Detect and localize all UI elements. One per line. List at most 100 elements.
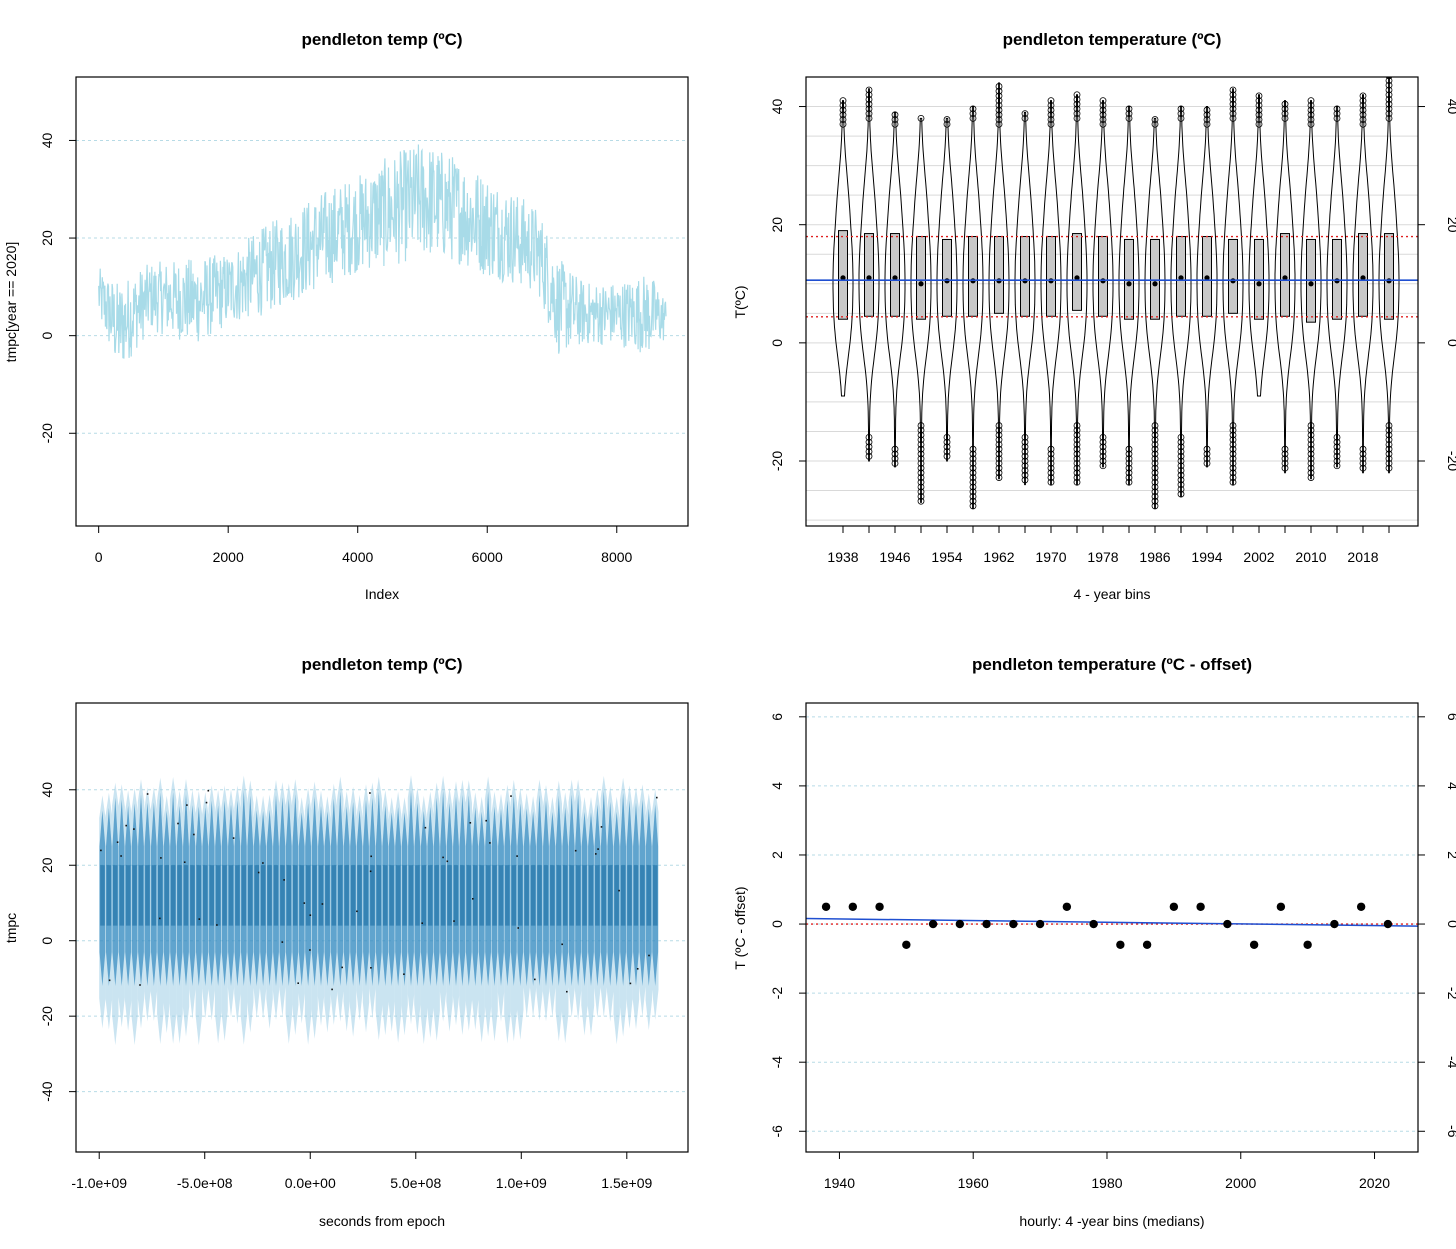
p2-outlier	[1177, 476, 1185, 484]
p2-outlier	[995, 441, 1003, 448]
p3-cycle-core	[208, 800, 215, 986]
p3-cycle-core	[530, 811, 536, 986]
p4-ytick-right-label: 4	[1445, 782, 1456, 790]
p2-outlier	[1255, 97, 1263, 105]
p2-outlier	[969, 464, 977, 472]
p3-cycle-core	[305, 803, 311, 986]
p3-cycle-dense	[338, 865, 343, 926]
p3-cycle-dense	[260, 865, 266, 926]
p2-outlier	[1333, 105, 1341, 113]
p3-cycle-dense	[440, 865, 446, 926]
p2-outlier	[865, 105, 873, 113]
p2-outlier	[1229, 422, 1237, 429]
p2-outlier	[1333, 433, 1341, 441]
p3-cycle-dense	[312, 865, 317, 926]
p1-xlabel: Index	[365, 586, 399, 602]
p3-cycle-core	[485, 791, 491, 986]
p2-outlier	[1203, 459, 1211, 467]
p3-cycle-core	[555, 795, 562, 986]
p2-outlier	[1021, 452, 1029, 460]
p3-cycle-dense	[402, 865, 407, 926]
p2-outlier	[1385, 441, 1393, 448]
p3-cycle-core	[350, 801, 356, 986]
p3-cycle-dense	[196, 865, 202, 926]
p2-outlier	[1021, 462, 1029, 470]
p2-outlier	[1229, 100, 1237, 108]
p3-cycle-dense	[151, 865, 157, 926]
p3-cycle-core	[151, 802, 157, 986]
p4-ytick-label: -2	[769, 987, 785, 1000]
p3-xlabel: seconds from epoch	[319, 1213, 445, 1229]
p3-point	[205, 801, 208, 804]
p2-outlier	[1151, 478, 1159, 486]
p3-cycle-core	[414, 802, 421, 986]
p2-violin	[1222, 88, 1244, 486]
p2-outlier	[1281, 105, 1289, 113]
p2-box	[1150, 238, 1160, 320]
p2-violin	[936, 117, 958, 462]
p2-outlier	[917, 436, 925, 444]
p2-outlier	[891, 116, 899, 123]
p2-outlier	[1125, 474, 1133, 481]
p3-point	[370, 855, 372, 858]
p2-outlier	[1047, 97, 1055, 105]
p3-point	[108, 979, 111, 982]
p3-cycle-core	[600, 791, 607, 986]
p2-violin	[1352, 94, 1374, 474]
p2-box	[1358, 233, 1368, 317]
p3-cycle-core	[118, 799, 125, 986]
p2-box	[1072, 233, 1082, 311]
p4-median-point	[875, 902, 884, 911]
p4-median-point	[928, 919, 938, 929]
p3-cycle-dense	[293, 865, 298, 926]
p3-xtick-label: -5.0e+08	[177, 1175, 233, 1191]
p4-median-point	[1035, 919, 1045, 929]
p2-outlier	[917, 488, 925, 496]
p2-outlier	[1151, 120, 1159, 128]
p1-temperature-series	[98, 144, 667, 359]
p2-outlier	[1359, 445, 1367, 453]
p2-outlier	[1385, 105, 1393, 113]
p2-outlier	[943, 433, 951, 441]
p3-cycle-dense	[125, 865, 131, 926]
p3-cycle-core	[427, 806, 434, 986]
p2-outlier	[1359, 101, 1367, 109]
p4-median-point	[1062, 902, 1072, 911]
p2-box	[942, 238, 952, 317]
p2-outlier	[1229, 469, 1237, 477]
p2-outlier	[1073, 450, 1081, 458]
p3-point	[303, 902, 306, 904]
p3-point	[517, 927, 519, 929]
p2-xtick-label: 1994	[1191, 549, 1222, 565]
p2-outlier	[1125, 464, 1133, 472]
p2-outlier	[1333, 438, 1341, 446]
p2-ytick-label: -20	[769, 451, 785, 471]
p2-outlier	[1307, 445, 1315, 453]
p4-ylabel: T (ºC - offset)	[732, 886, 748, 969]
p2-outlier	[969, 450, 977, 458]
p3-cycle-core	[292, 794, 299, 986]
p3-title: pendleton temp (ºC)	[301, 655, 462, 674]
p2-median-point	[1178, 275, 1184, 281]
p2-ytick-label: 20	[769, 217, 785, 233]
p3-cycle-core	[157, 792, 164, 986]
p2-outlier	[839, 111, 847, 119]
p2-outlier	[839, 120, 847, 128]
p3-cycle-core	[343, 806, 350, 986]
p2-box	[1098, 236, 1108, 317]
p2-outlier	[1359, 92, 1367, 100]
p3-cycle-dense	[453, 865, 459, 926]
p4-ytick-right-label: -4	[1445, 1056, 1456, 1069]
p3-cycle-dense	[357, 865, 362, 926]
p3-cycle-core	[369, 797, 376, 986]
p2-outlier	[1177, 467, 1185, 474]
p2-outlier	[1333, 457, 1341, 465]
p3-cycle-dense	[209, 865, 214, 926]
p2-outlier	[1099, 106, 1107, 114]
p1-xtick-label: 0	[95, 549, 103, 565]
p2-outlier	[1021, 438, 1029, 446]
p2-outlier	[1229, 110, 1237, 118]
p3-point	[159, 917, 161, 920]
p3-cycle-dense	[524, 865, 529, 926]
p3-cycle-core	[645, 808, 652, 986]
